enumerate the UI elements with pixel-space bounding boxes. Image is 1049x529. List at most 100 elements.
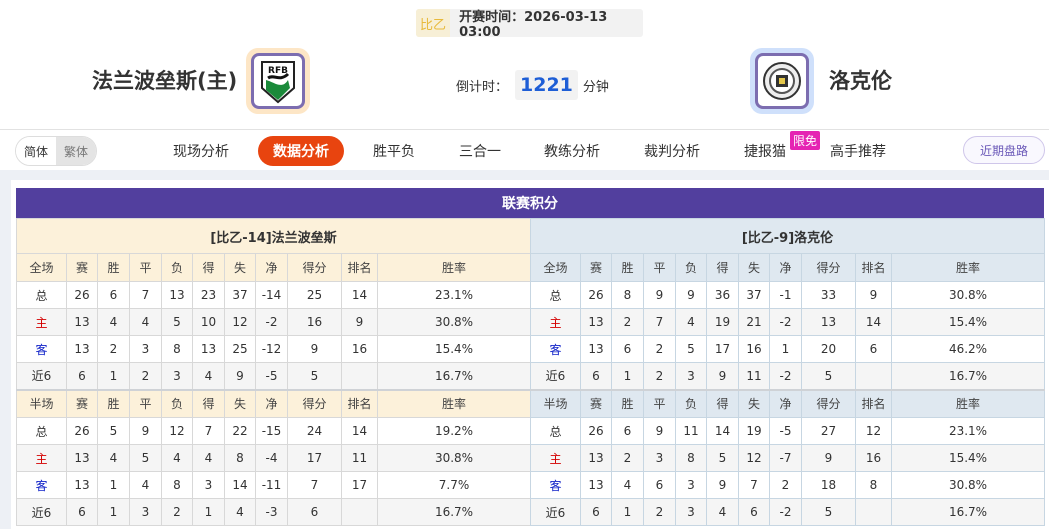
full-header-row: 全场赛胜平负得失净得分 排名 胜率 <box>530 253 1046 282</box>
table-cell: 11 <box>675 417 707 445</box>
table-cell: 30.8% <box>890 471 1046 499</box>
away-team-logo[interactable] <box>750 48 814 114</box>
tab-win-draw-loss[interactable]: 胜平负 <box>373 144 415 160</box>
table-cell: 1 <box>97 471 130 499</box>
home-team-logo[interactable]: RFB <box>246 48 310 114</box>
table-cell: 3 <box>161 362 193 390</box>
table-cell: 26 <box>66 417 98 445</box>
table-cell: 13 <box>801 308 856 336</box>
table-cell: 6 <box>643 471 676 499</box>
table-cell: 22 <box>224 417 256 445</box>
table-cell: 26 <box>580 417 612 445</box>
column-header: 净 <box>769 388 802 418</box>
table-cell: 总 <box>530 281 581 309</box>
table-cell <box>341 362 378 390</box>
table-cell: 3 <box>675 498 707 526</box>
column-header: 排名 <box>341 253 378 282</box>
column-header: 胜率 <box>376 388 532 418</box>
column-header: 赛 <box>66 253 98 282</box>
recent-odds-button[interactable]: 近期盘路 <box>963 136 1045 164</box>
table-cell: 13 <box>161 281 193 309</box>
table-cell: 14 <box>341 281 378 309</box>
table-cell: -2 <box>769 498 802 526</box>
table-cell: 24 <box>287 417 342 445</box>
table-cell: 7.7% <box>376 471 532 499</box>
table-cell: 7 <box>643 308 676 336</box>
table-cell: -2 <box>769 308 802 336</box>
table-cell: 4 <box>97 308 130 336</box>
table-cell: 8 <box>161 471 193 499</box>
half-header-row: 半场赛胜平负得失净得分 排名 胜率 <box>16 388 532 418</box>
column-header: 负 <box>161 388 193 418</box>
table-cell: 9 <box>341 308 378 336</box>
table-cell: 主 <box>16 444 67 472</box>
table-cell: 16 <box>855 444 892 472</box>
table-cell: 9 <box>855 281 892 309</box>
table-cell: 7 <box>287 471 342 499</box>
column-header: 净 <box>255 388 288 418</box>
table-cell: -11 <box>255 471 288 499</box>
tab-coach-analysis[interactable]: 教练分析 <box>544 144 600 160</box>
table-cell: 27 <box>801 417 856 445</box>
column-header: 平 <box>129 253 162 282</box>
table-cell: 4 <box>97 444 130 472</box>
table-row: 客 13 4 6 3 9 7 2 18 8 30.8% <box>530 471 1046 499</box>
nav-bar: 简体 繁体 现场分析 数据分析 胜平负 三合一 教练分析 裁判分析 捷报猫 限免… <box>0 129 1049 171</box>
table-cell: 12 <box>161 417 193 445</box>
column-header: 平 <box>643 253 676 282</box>
table-cell: 4 <box>611 471 644 499</box>
table-cell: 总 <box>530 417 581 445</box>
lang-traditional[interactable]: 繁体 <box>56 137 96 165</box>
table-cell: 客 <box>16 335 67 363</box>
lang-simplified[interactable]: 简体 <box>16 137 56 165</box>
full-header-row: 全场赛胜平负得失净得分 排名 胜率 <box>16 253 532 282</box>
column-header: 负 <box>675 388 707 418</box>
table-cell: 46.2% <box>890 335 1046 363</box>
table-cell: 15.4% <box>890 444 1046 472</box>
tab-jiebaomao[interactable]: 捷报猫 <box>744 144 786 160</box>
table-cell: 4 <box>192 362 225 390</box>
table-row: 客 13 6 2 5 17 16 1 20 6 46.2% <box>530 335 1046 363</box>
table-cell: 5 <box>129 444 162 472</box>
table-cell: 19 <box>706 308 739 336</box>
column-header: 胜 <box>611 388 644 418</box>
table-cell: 12 <box>224 308 256 336</box>
home-standings-table: [比乙-14]法兰波垒斯 全场赛胜平负得失净得分 排名 胜率总 26 6 7 13 23 37 -1… <box>15 218 532 526</box>
tab-referee-analysis[interactable]: 裁判分析 <box>644 144 700 160</box>
table-row: 近6 6 1 2 3 4 6 -2 5 16.7% <box>530 498 1046 526</box>
column-header: 失 <box>738 253 770 282</box>
table-cell: 13 <box>66 335 98 363</box>
league-label[interactable]: 比乙 <box>416 9 451 37</box>
table-cell: 总 <box>16 281 67 309</box>
table-cell: 9 <box>224 362 256 390</box>
table-cell: 9 <box>675 281 707 309</box>
column-header: 胜 <box>611 253 644 282</box>
table-cell: -4 <box>255 444 288 472</box>
column-header: 得分 <box>287 388 342 418</box>
table-cell: 2 <box>643 362 676 390</box>
table-cell: 12 <box>855 417 892 445</box>
table-cell: 5 <box>675 335 707 363</box>
free-badge: 限免 <box>790 131 821 150</box>
tab-data-analysis[interactable]: 数据分析 <box>258 136 344 166</box>
column-header: 负 <box>675 253 707 282</box>
table-cell: -2 <box>255 308 288 336</box>
tab-three-in-one[interactable]: 三合一 <box>459 144 501 160</box>
language-toggle[interactable]: 简体 繁体 <box>15 136 97 166</box>
table-cell: 1 <box>611 362 644 390</box>
home-team-name[interactable]: 法兰波垒斯(主) <box>92 69 238 93</box>
table-cell: 30.8% <box>376 308 532 336</box>
table-cell: 36 <box>706 281 739 309</box>
tab-live-analysis[interactable]: 现场分析 <box>173 144 229 160</box>
table-cell: 19 <box>738 417 770 445</box>
table-cell: 33 <box>801 281 856 309</box>
table-cell: -1 <box>769 281 802 309</box>
table-cell: 14 <box>341 417 378 445</box>
tab-expert-picks[interactable]: 高手推荐 <box>830 144 886 160</box>
table-cell: 1 <box>97 362 130 390</box>
away-team-name[interactable]: 洛克伦 <box>829 69 892 93</box>
table-cell: 客 <box>530 335 581 363</box>
table-cell: 23.1% <box>376 281 532 309</box>
column-header: 胜 <box>97 388 130 418</box>
table-cell: 近6 <box>16 498 67 526</box>
